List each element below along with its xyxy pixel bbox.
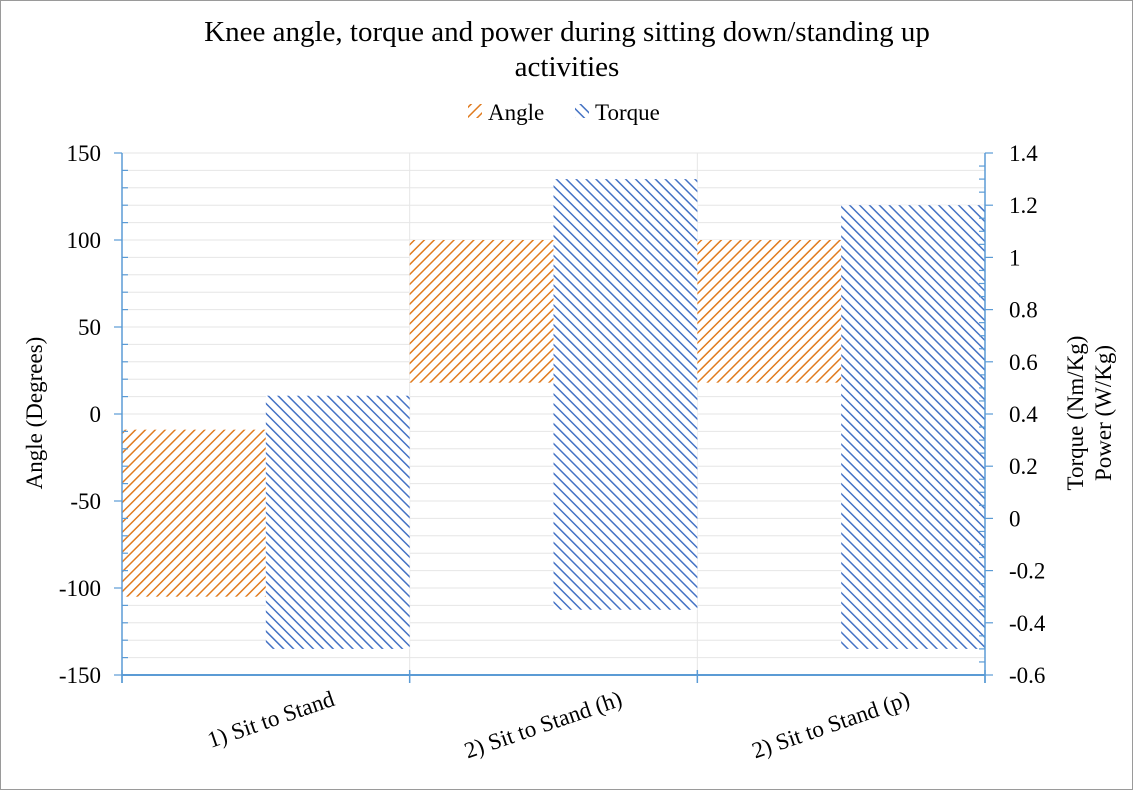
y2-axis-label-line-1: Torque (Nm/Kg) — [1063, 336, 1088, 491]
y2-tick-label: 1.4 — [1009, 141, 1038, 166]
y-tick-label: 150 — [67, 141, 102, 166]
bar-angle-2 — [409, 240, 554, 383]
bar-angle-1 — [122, 429, 266, 597]
axes — [114, 152, 993, 683]
legend-swatch-angle — [468, 104, 482, 118]
legend: Angle Torque — [468, 100, 660, 125]
bar-torque-1 — [265, 395, 410, 649]
y-axis-label: Angle (Degrees) — [22, 337, 47, 490]
bars — [122, 179, 985, 649]
y2-tick-label: 0.2 — [1009, 454, 1038, 479]
y2-tick-label: 0.8 — [1009, 298, 1038, 323]
legend-label-torque: Torque — [595, 100, 660, 125]
legend-label-angle: Angle — [488, 100, 544, 125]
chart-title-line-2: activities — [515, 51, 620, 83]
y2-tick-label: 0 — [1009, 506, 1021, 531]
chart-title-line-1: Knee angle, torque and power during sitt… — [204, 16, 930, 48]
y-tick-label: 100 — [67, 228, 102, 253]
y2-tick-label: -0.4 — [1009, 611, 1046, 636]
y2-tick-label: 0.6 — [1009, 350, 1038, 375]
y-tick-label: -100 — [59, 576, 101, 601]
y2-axis-label-line-2: Power (W/Kg) — [1091, 345, 1116, 481]
y-tick-label: -50 — [70, 489, 101, 514]
y-tick-label: 50 — [78, 315, 101, 340]
x-tick-label: 2) Sit to Stand (h) — [461, 686, 625, 763]
y2-tick-label: -0.2 — [1009, 559, 1045, 584]
y2-tick-label: 1.2 — [1009, 193, 1038, 218]
x-tick-label: 1) Sit to Stand — [204, 686, 338, 753]
legend-swatch-torque — [575, 104, 589, 118]
bar-torque-3 — [841, 205, 985, 649]
bar-torque-2 — [553, 179, 698, 610]
x-tick-label: 2) Sit to Stand (p) — [749, 686, 913, 763]
y2-tick-label: 1 — [1009, 245, 1021, 270]
bar-angle-3 — [697, 240, 842, 383]
y2-tick-label: -0.6 — [1009, 663, 1045, 688]
y-tick-label: 0 — [90, 402, 102, 427]
y2-tick-label: 0.4 — [1009, 402, 1038, 427]
y-tick-label: -150 — [59, 663, 101, 688]
